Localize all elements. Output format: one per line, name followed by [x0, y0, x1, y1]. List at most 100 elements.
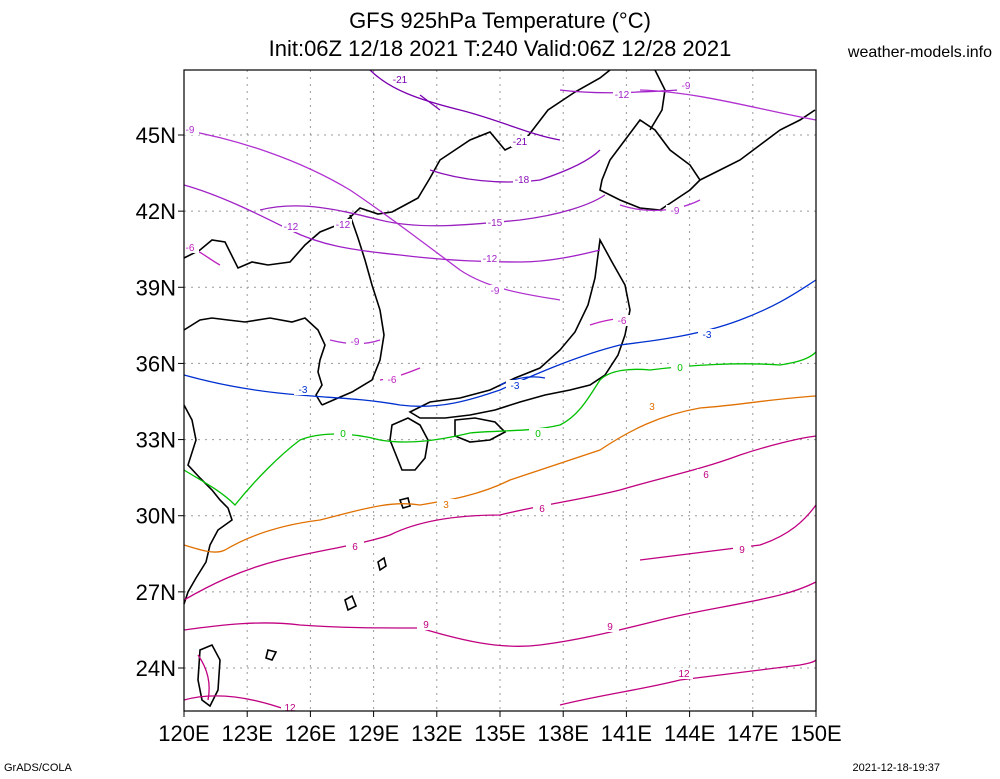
isotherm-label: 12 — [284, 703, 296, 714]
isotherm-line — [619, 199, 701, 212]
isotherm-label-bg — [643, 401, 661, 412]
isotherm-label: -12 — [483, 254, 498, 265]
isotherm-label-bg — [529, 428, 547, 439]
lon-label: 150E — [790, 721, 841, 746]
isotherm-label: 0 — [535, 429, 541, 440]
lat-label: 24N — [136, 656, 176, 681]
isotherm-line — [197, 654, 210, 701]
isotherm-label: 6 — [703, 470, 709, 481]
site-credit: weather-models.info — [847, 44, 992, 61]
isotherm-line — [183, 435, 817, 601]
lon-label: 138E — [538, 721, 589, 746]
isotherm-label: 0 — [677, 363, 683, 374]
isotherm-label: 0 — [340, 429, 346, 440]
isotherm-line — [639, 89, 817, 121]
isotherm-label-bg — [481, 253, 499, 264]
isotherm-line — [499, 376, 546, 386]
lon-label: 123E — [222, 721, 273, 746]
isotherm-line — [183, 129, 561, 301]
isotherm-label: 6 — [352, 542, 358, 553]
lon-label: 141E — [601, 721, 652, 746]
isotherm-label-bg — [666, 205, 684, 216]
isotherm-label: 9 — [739, 545, 745, 556]
isotherm-label: -3 — [299, 385, 308, 396]
isotherm-label-bg — [677, 80, 695, 91]
isotherm-label-bg — [391, 74, 409, 85]
lat-label: 30N — [136, 504, 176, 529]
lon-label: 135E — [474, 721, 525, 746]
lat-label: 36N — [136, 351, 176, 376]
footer-timestamp: 2021-12-18-19:37 — [852, 762, 940, 774]
isotherm-label: -15 — [488, 218, 503, 229]
isotherm-label-bg — [181, 124, 199, 135]
lat-label: 27N — [136, 580, 176, 605]
isotherm-line — [559, 659, 817, 706]
lon-label: 147E — [727, 721, 778, 746]
isotherm-label-bg — [346, 336, 364, 347]
isotherm-label: -21 — [393, 75, 408, 86]
graticule — [184, 70, 816, 711]
isotherm-label: -21 — [513, 137, 528, 148]
isotherm-label-bg — [601, 621, 619, 632]
isotherm-labels: -21 -21 -18 -15 -12 -12 -12 -12 -9 -9 -9 -9 -9 -6 -6 -6… — [181, 74, 751, 714]
isotherm-label: -6 — [388, 375, 397, 386]
isotherm-label-bg — [613, 89, 631, 100]
isotherm-label: -6 — [186, 243, 195, 254]
isotherm-label-bg — [506, 380, 524, 391]
isotherm-label-bg — [383, 374, 401, 385]
isotherm-label-bg — [346, 541, 364, 552]
isotherm-label: 6 — [539, 504, 545, 515]
isotherm-label: -12 — [284, 222, 299, 233]
isotherm-label: 9 — [607, 622, 613, 633]
isotherm-label-bg — [334, 428, 352, 439]
isotherm-label: -6 — [618, 316, 627, 327]
isotherm-label: -12 — [336, 220, 351, 231]
isotherm-label: -9 — [186, 125, 195, 136]
isotherm-line — [259, 194, 606, 227]
isotherm-line — [183, 695, 291, 712]
isotherm-label-bg — [698, 329, 716, 340]
lat-label: 39N — [136, 275, 176, 300]
isotherm-label: -9 — [351, 337, 360, 348]
lat-label: 42N — [136, 199, 176, 224]
isotherm-label-bg — [282, 221, 300, 232]
lon-label: 126E — [285, 721, 336, 746]
isotherm-line — [183, 581, 817, 647]
isotherm-label: 9 — [423, 620, 429, 631]
isotherm-label-bg — [533, 503, 551, 514]
isotherm-line — [639, 504, 817, 561]
lat-label: 33N — [136, 428, 176, 453]
chart-subtitle: Init:06Z 12/18 2021 T:240 Valid:06Z 12/2… — [268, 36, 732, 61]
footer-software: GrADS/COLA — [4, 762, 72, 774]
isotherm-label-bg — [417, 619, 435, 630]
isotherm-label: 12 — [678, 669, 690, 680]
isotherm-label-bg — [486, 217, 504, 228]
isotherm-label: -9 — [682, 81, 691, 92]
isotherm-label-bg — [334, 219, 352, 230]
lon-label: 129E — [348, 721, 399, 746]
isotherm-label-bg — [733, 544, 751, 555]
isotherm-line — [429, 149, 601, 183]
isotherm-line — [183, 184, 601, 263]
lon-label: 144E — [664, 721, 715, 746]
isotherm-label-bg — [437, 499, 455, 510]
isotherm-label-bg — [697, 469, 715, 480]
lon-label: 132E — [411, 721, 462, 746]
isotherm-label-bg — [281, 702, 299, 713]
isotherm-label: 3 — [443, 500, 449, 511]
lat-label: 45N — [136, 123, 176, 148]
isotherm-label-bg — [511, 136, 529, 147]
isotherm-label-bg — [613, 315, 631, 326]
isotherm-label-bg — [181, 242, 199, 253]
isotherm-line — [183, 351, 817, 506]
isotherm-label-bg — [294, 384, 312, 395]
isotherm-line — [183, 395, 817, 553]
isotherm-label: 3 — [649, 402, 655, 413]
isotherm-label-bg — [671, 362, 689, 373]
isotherm-label: -18 — [515, 175, 530, 186]
isotherm-label-bg — [486, 285, 504, 296]
isotherm-label: -12 — [615, 90, 630, 101]
isotherms — [183, 69, 817, 712]
lon-label: 120E — [158, 721, 209, 746]
